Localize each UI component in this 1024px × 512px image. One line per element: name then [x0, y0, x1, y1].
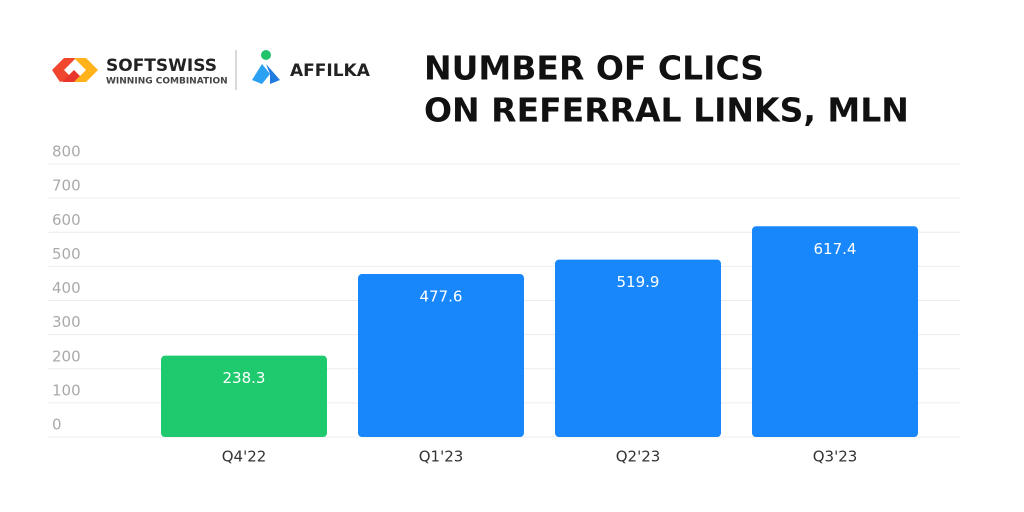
chart-title: ON REFERRAL LINKS, MLN: [424, 91, 909, 130]
y-tick-label: 700: [52, 177, 81, 195]
x-tick-label: Q1'23: [419, 448, 464, 466]
y-tick-label: 300: [52, 313, 81, 331]
bar: [161, 355, 327, 437]
x-tick-label: Q3'23: [813, 448, 858, 466]
brand-tagline: WINNING COMBINATION: [106, 77, 228, 87]
value-label: 519.9: [617, 273, 660, 291]
value-label: 238.3: [223, 369, 266, 387]
y-tick-label: 0: [52, 416, 62, 434]
bar: [555, 259, 721, 437]
brand-name: SOFTSWISS: [106, 56, 217, 76]
value-label: 617.4: [814, 240, 857, 258]
affilka-logo: AFFILKA: [252, 50, 371, 84]
y-tick-label: 500: [52, 245, 81, 263]
y-tick-label: 100: [52, 381, 81, 399]
softswiss-logo: SOFTSWISS WINNING COMBINATION: [52, 56, 228, 87]
y-tick-label: 200: [52, 347, 81, 365]
y-tick-label: 600: [52, 211, 81, 229]
y-tick-label: 400: [52, 279, 81, 297]
bar: [752, 226, 918, 437]
bar: [358, 274, 524, 437]
value-label: 477.6: [420, 288, 463, 306]
chart-title: NUMBER OF CLICS: [424, 49, 764, 88]
y-tick-label: 800: [52, 143, 81, 161]
x-tick-label: Q2'23: [616, 448, 661, 466]
brand-name: AFFILKA: [290, 61, 371, 81]
x-tick-label: Q4'22: [222, 448, 267, 466]
